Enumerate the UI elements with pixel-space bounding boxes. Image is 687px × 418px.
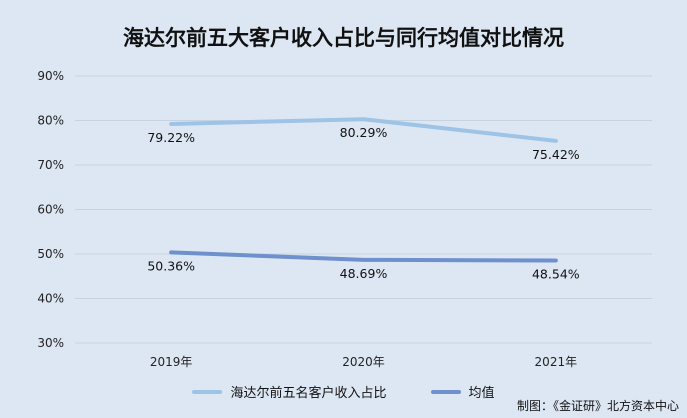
legend-label-series-1: 海达尔前五名客户收入占比 [230, 386, 387, 401]
legend-item-series-2: 均值 [430, 382, 495, 401]
data-label: 48.54% [532, 266, 580, 281]
data-labels: 79.22% 80.29% 75.42% 50.36% 48.69% 48.54% [147, 125, 579, 281]
y-tick-label: 90% [37, 69, 64, 83]
data-label: 79.22% [147, 130, 195, 145]
legend-swatch-series-1 [192, 389, 223, 394]
y-tick-label: 30% [37, 336, 64, 350]
legend: 海达尔前五名客户收入占比 均值 [0, 382, 687, 401]
legend-label-series-2: 均值 [468, 386, 495, 401]
series-lines [169, 117, 558, 263]
data-label: 48.69% [340, 266, 388, 281]
x-tick-label: 2021年 [535, 355, 578, 369]
legend-item-series-1: 海达尔前五名客户收入占比 [192, 382, 387, 401]
y-tick-label: 50% [37, 247, 64, 261]
y-axis-ticks: 30% 40% 50% 60% 70% 80% 90% [37, 69, 64, 350]
y-tick-label: 60% [37, 203, 64, 217]
data-label: 75.42% [532, 147, 580, 162]
gridlines [75, 75, 652, 344]
data-label: 50.36% [147, 258, 195, 273]
x-axis-ticks: 2019年 2020年 2021年 [150, 355, 577, 369]
y-tick-label: 70% [37, 158, 64, 172]
legend-swatch-series-2 [430, 389, 461, 394]
x-tick-label: 2019年 [150, 355, 193, 369]
source-note: 制图：《金证研》北方资本中心 [516, 399, 679, 413]
chart-title: 海达尔前五大客户收入占比与同行均值对比情况 [123, 26, 564, 50]
x-tick-label: 2020年 [342, 355, 385, 369]
y-tick-label: 40% [37, 292, 64, 306]
data-label: 80.29% [340, 125, 388, 140]
y-tick-label: 80% [37, 114, 64, 128]
